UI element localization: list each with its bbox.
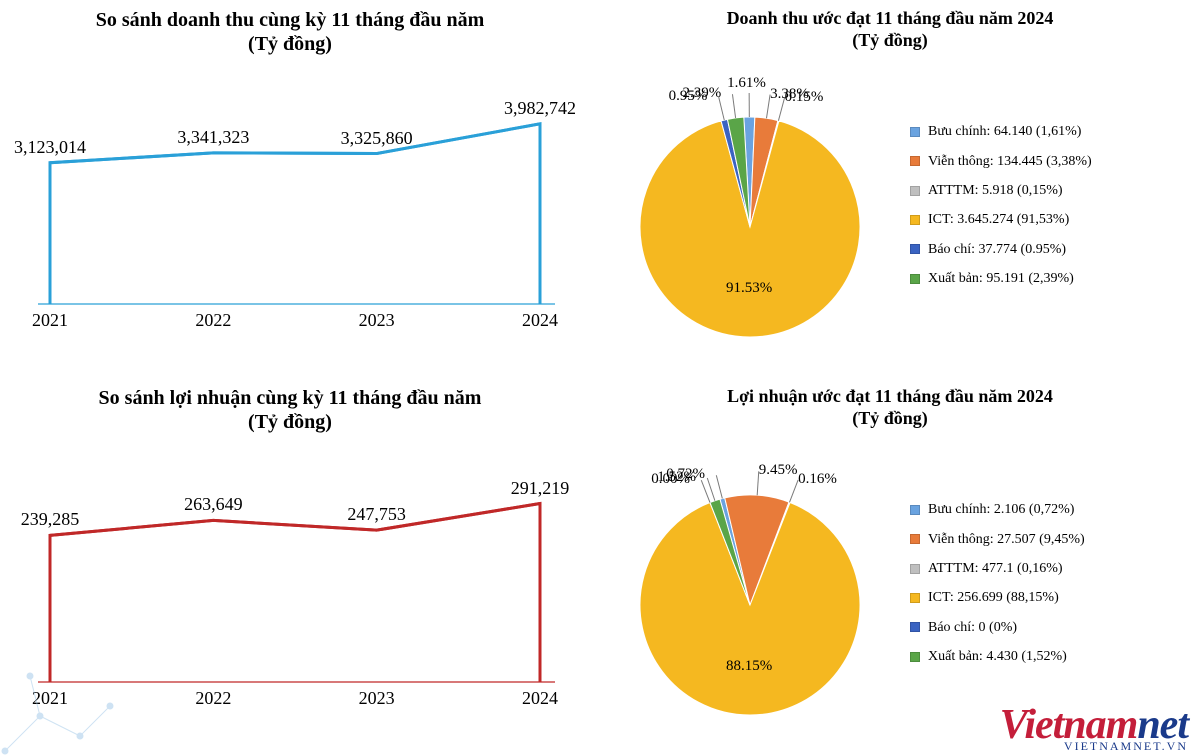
legend-swatch: [910, 244, 920, 254]
chart-title: So sánh lợi nhuận cùng kỳ 11 tháng đầu n…: [0, 386, 580, 434]
x-axis-label: 2021: [32, 688, 68, 709]
legend-label: ATTTM: 5.918 (0,15%): [928, 176, 1063, 205]
chart-title: So sánh doanh thu cùng kỳ 11 tháng đầu n…: [0, 8, 580, 56]
pie-canvas: 1.61%3.38%0.15%91.53%0.95%2.39%: [580, 57, 910, 357]
legend-item: Viễn thông: 27.507 (9,45%): [910, 525, 1085, 554]
x-axis-label: 2022: [195, 310, 231, 331]
legend-label: Viễn thông: 27.507 (9,45%): [928, 525, 1085, 554]
legend-item: Báo chí: 0 (0%): [910, 613, 1085, 642]
data-point-label: 3,325,860: [341, 128, 413, 149]
legend-swatch: [910, 186, 920, 196]
legend-label: Bưu chính: 2.106 (0,72%): [928, 495, 1074, 524]
legend-item: ICT: 3.645.274 (91,53%): [910, 205, 1092, 234]
legend-swatch: [910, 622, 920, 632]
x-axis-label: 2023: [359, 688, 395, 709]
pie-chart-revenue: Doanh thu ước đạt 11 tháng đầu năm 2024 …: [580, 8, 1200, 368]
legend-item: ATTTM: 477.1 (0,16%): [910, 554, 1085, 583]
legend-swatch: [910, 652, 920, 662]
chart-title: Lợi nhuận ước đạt 11 tháng đầu năm 2024 …: [580, 386, 1200, 429]
legend-label: Xuất bản: 95.191 (2,39%): [928, 264, 1074, 293]
pie-slice-label: 1.52%: [657, 469, 696, 486]
legend-item: Viễn thông: 134.445 (3,38%): [910, 147, 1092, 176]
legend-swatch: [910, 215, 920, 225]
legend-label: ATTTM: 477.1 (0,16%): [928, 554, 1063, 583]
legend-swatch: [910, 127, 920, 137]
legend-swatch: [910, 274, 920, 284]
legend-swatch: [910, 156, 920, 166]
line-chart-canvas: 20213,123,01420223,341,32320233,325,8602…: [20, 64, 560, 334]
legend-label: Bưu chính: 64.140 (1,61%): [928, 117, 1081, 146]
legend-swatch: [910, 593, 920, 603]
x-axis-label: 2021: [32, 310, 68, 331]
data-point-label: 239,285: [21, 509, 80, 530]
legend-label: Viễn thông: 134.445 (3,38%): [928, 147, 1092, 176]
pie-legend: Bưu chính: 64.140 (1,61%)Viễn thông: 134…: [910, 57, 1092, 293]
pie-chart-profit: Lợi nhuận ước đạt 11 tháng đầu năm 2024 …: [580, 386, 1200, 746]
pie-legend: Bưu chính: 2.106 (0,72%)Viễn thông: 27.5…: [910, 435, 1085, 671]
legend-item: ATTTM: 5.918 (0,15%): [910, 176, 1092, 205]
pie-slice-label: 2.39%: [682, 85, 721, 102]
pie-slice-label: 0.15%: [785, 89, 824, 106]
data-point-label: 3,123,014: [14, 137, 86, 158]
x-axis-label: 2024: [522, 310, 558, 331]
data-point-label: 3,341,323: [177, 127, 249, 148]
legend-label: Báo chí: 37.774 (0.95%): [928, 235, 1066, 264]
legend-label: Xuất bản: 4.430 (1,52%): [928, 642, 1067, 671]
legend-item: Xuất bản: 95.191 (2,39%): [910, 264, 1092, 293]
legend-item: Xuất bản: 4.430 (1,52%): [910, 642, 1085, 671]
chart-title: Doanh thu ước đạt 11 tháng đầu năm 2024 …: [580, 8, 1200, 51]
line-chart-profit: So sánh lợi nhuận cùng kỳ 11 tháng đầu n…: [0, 386, 580, 746]
line-chart-revenue: So sánh doanh thu cùng kỳ 11 tháng đầu n…: [0, 8, 580, 368]
legend-item: ICT: 256.699 (88,15%): [910, 583, 1085, 612]
x-axis-label: 2024: [522, 688, 558, 709]
data-point-label: 291,219: [511, 478, 570, 499]
legend-item: Bưu chính: 64.140 (1,61%): [910, 117, 1092, 146]
legend-swatch: [910, 534, 920, 544]
pie-slice-label: 1.61%: [727, 75, 766, 92]
data-point-label: 263,649: [184, 494, 243, 515]
pie-slice-label: 9.45%: [759, 462, 798, 479]
data-point-label: 247,753: [347, 504, 406, 525]
pie-slice-label: 91.53%: [726, 280, 772, 297]
line-chart-canvas: 2021239,2852022263,6492023247,7532024291…: [20, 442, 560, 712]
legend-label: ICT: 3.645.274 (91,53%): [928, 205, 1069, 234]
legend-item: Báo chí: 37.774 (0.95%): [910, 235, 1092, 264]
legend-swatch: [910, 505, 920, 515]
legend-swatch: [910, 564, 920, 574]
pie-canvas: 0.72%9.45%0.16%88.15%0.00%1.52%: [580, 435, 910, 735]
watermark-logo: Vietnamnet VIETNAMNET.VN: [1000, 709, 1188, 752]
legend-label: Báo chí: 0 (0%): [928, 613, 1017, 642]
x-axis-label: 2022: [195, 688, 231, 709]
legend-item: Bưu chính: 2.106 (0,72%): [910, 495, 1085, 524]
legend-label: ICT: 256.699 (88,15%): [928, 583, 1059, 612]
x-axis-label: 2023: [359, 310, 395, 331]
pie-slice-label: 88.15%: [726, 658, 772, 675]
data-point-label: 3,982,742: [504, 98, 576, 119]
pie-slice-label: 0.16%: [798, 471, 837, 488]
